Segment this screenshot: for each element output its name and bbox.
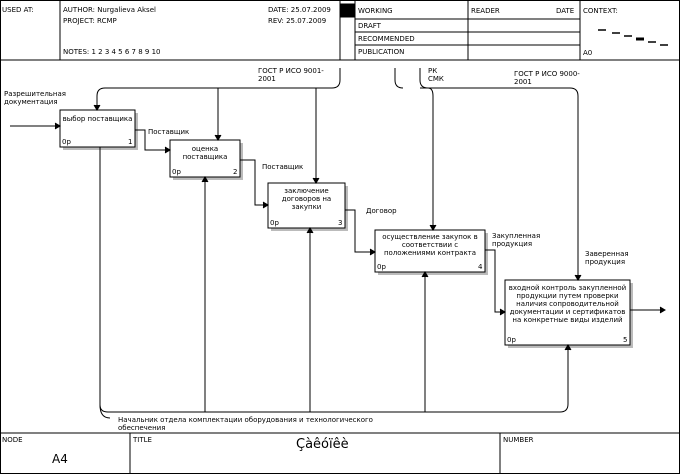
arrow-label: РК СМК [428,67,444,83]
rev: REV: 25.07.2009 [268,17,327,25]
node-number: 3 [338,219,343,227]
arrow-label: ГОСТ Р ИСО 9001-2001 [258,67,324,83]
footer-title-value: Çàêóïêè [296,437,349,452]
node-number: 2 [233,168,238,176]
project: PROJECT: RCMP [63,17,117,25]
node-label: осуществление закупок в соответствии с п… [382,233,478,257]
context: CONTEXT: [583,7,618,15]
status-working: WORKING [358,7,393,15]
arrows [10,68,666,419]
footer-title: TITLE [133,436,152,444]
status-publication: PUBLICATION [358,48,405,56]
activity-boxes [59,109,633,348]
reader: READER [471,7,500,15]
arrow-label: ГОСТ Р ИСО 9000-2001 [514,70,580,86]
node-label: заключение договоров на закупки [281,187,332,211]
node-number: 4 [478,263,483,271]
arrow-label: Разрешительная документация [4,90,66,106]
date: DATE: 25.07.2009 [268,6,331,14]
node-cost: 0р [172,168,181,176]
arrow-label: Заверенная продукция [585,250,629,266]
author: AUTHOR: Nurgalieva Aksel [63,6,156,14]
node-label: выбор поставщика [62,115,133,123]
node-number: 1 [128,138,133,146]
status-draft: DRAFT [358,22,381,30]
node-cost: 0р [507,336,516,344]
notes: NOTES: 1 2 3 4 5 6 7 8 9 10 [63,48,161,56]
node-number: 5 [623,336,628,344]
footer-node-value: A4 [52,452,68,466]
context-icon [598,29,668,46]
context-node: A0 [583,49,593,57]
footer-number: NUMBER [503,436,534,444]
node-label: оценка поставщика [182,145,228,161]
arrow-label: Поставщик [262,163,304,171]
arrow-label: Поставщик [148,128,190,136]
node-cost: 0р [270,219,279,227]
node-cost: 0р [377,263,386,271]
used-at: USED AT: [2,6,34,14]
footer-node: NODE [2,436,23,444]
footer-pad [626,458,666,470]
node-cost: 0р [62,138,71,146]
status-marker [339,3,355,18]
arrow-label: Договор [366,207,397,215]
arrow-label: Закупленная продукция [492,232,541,248]
reader-date: DATE [556,7,575,15]
status-recommended: RECOMMENDED [358,35,415,43]
node-label: входной контроль закупленной продукции п… [508,284,627,324]
arrow-label: Начальник отдела комплектации оборудован… [118,416,373,432]
